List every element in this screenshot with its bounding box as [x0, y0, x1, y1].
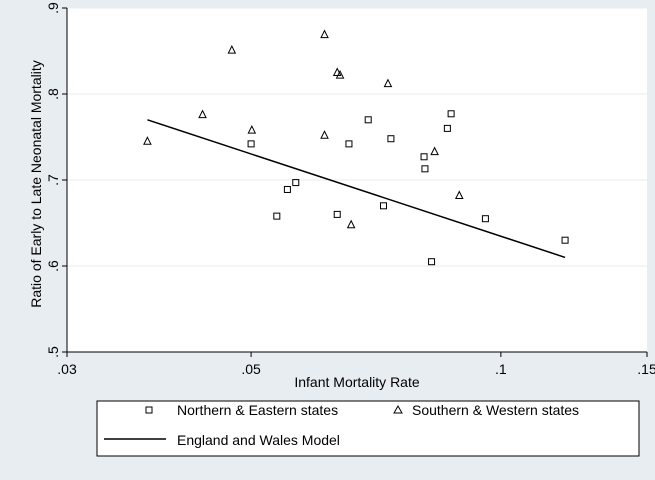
point-southern-western: [346, 219, 356, 229]
point-northern-eastern: [333, 210, 341, 218]
y-axis-title: Ratio of Early to Late Neonatal Mortalit…: [28, 60, 44, 307]
legend-marker-northern-eastern: [145, 406, 153, 414]
point-northern-eastern: [447, 110, 455, 118]
legend-box: [96, 400, 640, 457]
point-southern-western: [335, 69, 345, 79]
x-tick-label: .1: [495, 361, 507, 377]
point-northern-eastern: [387, 135, 395, 143]
point-southern-western: [320, 130, 329, 139]
model-fit-line: [147, 119, 566, 259]
axis-layer: .5 .6 .7 .8 .9 .03 .05 .1 .15: [45, 2, 655, 377]
point-northern-eastern: [247, 140, 255, 148]
legend: Northern & Eastern states Southern & Wes…: [96, 400, 640, 457]
x-axis-title: Infant Mortality Rate: [294, 374, 419, 390]
y-tick-label: .6: [45, 260, 61, 272]
x-tick-label: .03: [57, 361, 77, 377]
series-layer: [143, 29, 569, 266]
point-southern-western: [454, 190, 464, 199]
y-tick-label: .5: [45, 346, 61, 358]
point-northern-eastern: [428, 258, 436, 266]
y-tick-label: .8: [45, 88, 61, 100]
legend-label-southern-western: Southern & Western states: [412, 402, 579, 418]
point-southern-western: [430, 146, 439, 156]
point-southern-western: [227, 45, 237, 54]
point-northern-eastern: [379, 202, 387, 210]
point-southern-western: [332, 67, 342, 76]
point-southern-western: [383, 78, 393, 88]
point-northern-eastern: [561, 236, 569, 244]
point-southern-western: [198, 109, 207, 119]
point-southern-western: [247, 125, 257, 134]
point-northern-eastern: [292, 179, 300, 187]
point-northern-eastern: [345, 140, 353, 148]
point-northern-eastern: [421, 165, 429, 173]
legend-label-model: England and Wales Model: [177, 432, 340, 448]
point-northern-eastern: [273, 212, 281, 220]
y-tick-label: .7: [45, 174, 61, 186]
x-tick-label: .05: [241, 361, 261, 377]
point-northern-eastern: [481, 215, 489, 223]
x-tick-label: .15: [637, 361, 655, 377]
point-northern-eastern: [420, 153, 428, 161]
point-northern-eastern: [443, 124, 451, 132]
point-northern-eastern: [283, 185, 291, 193]
point-southern-western: [320, 29, 329, 39]
point-northern-eastern: [364, 116, 372, 124]
y-tick-label: .9: [45, 2, 61, 14]
legend-label-northern-eastern: Northern & Eastern states: [177, 402, 338, 418]
legend-marker-southern-western: [393, 404, 403, 414]
point-southern-western: [143, 136, 152, 145]
